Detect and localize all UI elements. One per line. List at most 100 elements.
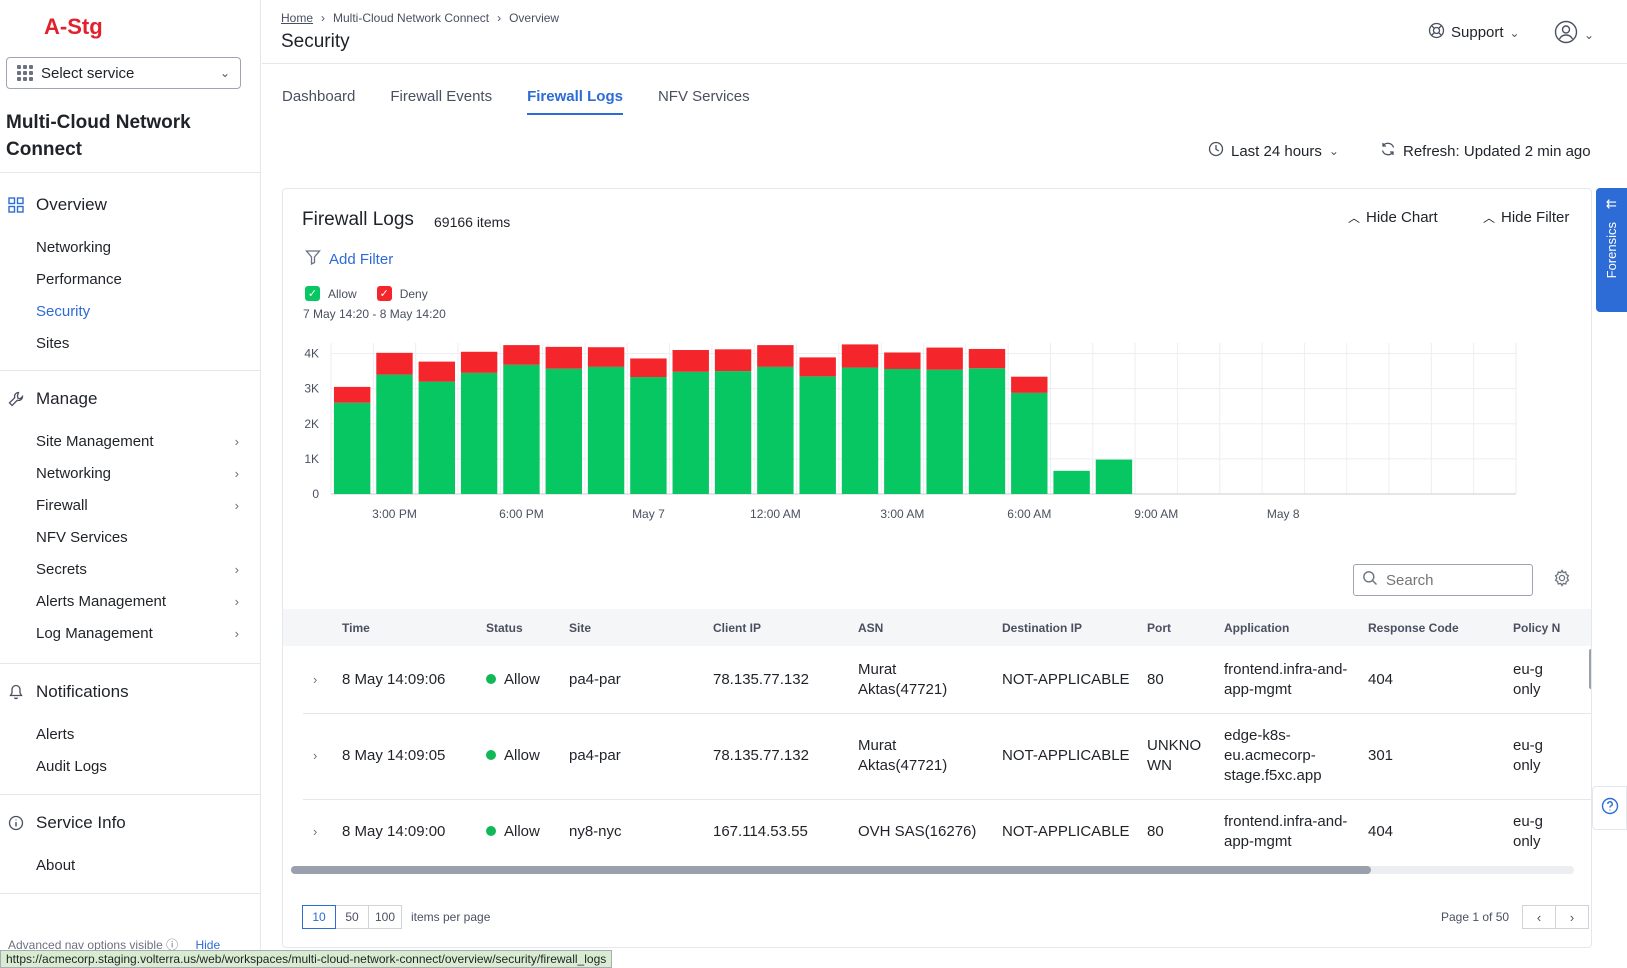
refresh-icon [1380,141,1396,161]
cell-port: UNKNO WN [1147,736,1201,776]
nav-group-notifications-head[interactable]: Notifications [0,680,261,704]
page-nav: ‹ › [1522,905,1589,929]
y-tick-label: 4K [304,347,319,361]
nav-group-service-info-head[interactable]: Service Info [0,811,261,835]
nav-group-label: Overview [36,195,107,214]
sidebar-item-site-management[interactable]: Site Management › [0,425,261,457]
cell-application: edge-k8s-eu.acmecorp-stage.f5xc.app [1224,726,1322,786]
next-page-button[interactable]: › [1555,905,1589,929]
column-header-client-ip[interactable]: Client IP [713,621,762,635]
sidebar-item-alerts-management[interactable]: Alerts Management › [0,585,261,617]
vertical-scrollbar[interactable] [1589,649,1591,689]
expand-row-icon[interactable]: › [313,824,318,839]
hide-chart-button[interactable]: ︿ Hide Chart [1348,209,1438,226]
horizontal-scrollbar[interactable] [291,866,1574,874]
legend-deny[interactable]: ✓ Deny [376,286,428,301]
sidebar-item-about[interactable]: About [0,849,261,881]
select-service-dropdown[interactable]: Select service ⌄ [6,57,241,89]
table-row[interactable]: › 8 May 14:09:06 Allow pa4-par 78.135.77… [303,646,1591,714]
column-header-policy[interactable]: Policy N [1513,621,1561,635]
refresh-button[interactable]: Refresh: Updated 2 min ago [1380,141,1591,161]
cell-status: Allow [486,670,540,690]
x-tick-label: 6:00 PM [499,507,544,521]
sidebar-item-networking[interactable]: Networking [0,231,261,263]
chevron-right-icon: › [234,465,239,481]
y-tick-label: 2K [304,417,319,431]
column-header-time[interactable]: Time [342,621,370,635]
expand-row-icon[interactable]: › [313,672,318,687]
hide-filter-button[interactable]: ︿ Hide Filter [1483,209,1569,226]
tab-bar: Dashboard Firewall Events Firewall Logs … [282,84,785,115]
cell-line: UNKNO [1147,737,1202,754]
bar-allow [884,368,921,494]
tab-firewall-logs[interactable]: Firewall Logs [527,84,623,115]
sidebar-item-alerts[interactable]: Alerts [0,718,261,750]
info-icon: ⓘ [166,938,179,952]
x-tick-label: 12:00 AM [750,507,801,521]
expand-row-icon[interactable]: › [313,748,318,763]
tab-dashboard[interactable]: Dashboard [282,88,356,105]
column-header-site[interactable]: Site [569,621,592,635]
sidebar-item-label: Security [36,302,91,320]
cell-line: only [1513,833,1541,850]
add-filter-button[interactable]: Add Filter [305,249,393,269]
lifebuoy-icon [1428,22,1445,43]
sidebar-item-sites[interactable]: Sites [0,327,261,359]
bar-deny [799,357,836,377]
cell-line: stage.f5xc.app [1224,767,1322,784]
column-header-port[interactable]: Port [1147,621,1171,635]
search-input[interactable] [1386,571,1516,589]
bar-deny [714,349,752,372]
sidebar: A-Stg Select service ⌄ Multi-Cloud Netwo… [0,0,261,968]
column-header-asn[interactable]: ASN [858,621,884,635]
column-header-application[interactable]: Application [1224,621,1290,635]
page-header: Home › Multi-Cloud Network Connect › Ove… [262,0,1627,64]
scrollbar-thumb[interactable] [291,866,1371,874]
prev-page-button[interactable]: ‹ [1522,905,1556,929]
sidebar-item-manage-networking[interactable]: Networking › [0,457,261,489]
sidebar-item-log-management[interactable]: Log Management › [0,617,261,649]
legend-allow[interactable]: ✓ Allow [305,286,357,301]
sidebar-item-secrets[interactable]: Secrets › [0,553,261,585]
forensics-panel-toggle[interactable]: ⇇ Forensics [1596,188,1627,312]
column-header-response-code[interactable]: Response Code [1368,621,1459,635]
sidebar-item-nfv-services[interactable]: NFV Services [0,521,261,553]
help-button[interactable] [1592,786,1627,830]
cell-policy: eu-g only [1513,660,1543,700]
page-size-selector: 10 50 100 [302,905,402,929]
breadcrumb-workspace[interactable]: Multi-Cloud Network Connect [333,11,490,25]
bar-allow [630,377,667,494]
page-size-100[interactable]: 100 [368,905,402,929]
firewall-logs-card: Firewall Logs 69166 items ︿ Hide Chart ︿… [282,188,1592,948]
page-indicator: Page 1 of 50 [1441,910,1510,924]
table-row[interactable]: › 8 May 14:09:00 Allow ny8-nyc 167.114.5… [303,800,1591,866]
support-menu[interactable]: Support ⌄ [1428,22,1520,43]
sidebar-item-firewall[interactable]: Firewall › [0,489,261,521]
search-box[interactable] [1353,564,1533,596]
sidebar-item-performance[interactable]: Performance [0,263,261,295]
page-size-50[interactable]: 50 [335,905,369,929]
tab-firewall-events[interactable]: Firewall Events [390,88,493,105]
cell-client-ip: 78.135.77.132 [713,671,809,688]
user-menu[interactable]: ⌄ [1554,20,1594,49]
bar-deny [841,344,879,368]
nav-group-manage-head[interactable]: Manage [0,387,261,411]
bar-allow [672,371,709,494]
tab-nfv-services[interactable]: NFV Services [657,88,750,105]
sidebar-item-label: NFV Services [36,528,128,546]
sidebar-item-audit-logs[interactable]: Audit Logs [0,750,261,782]
column-header-destination-ip[interactable]: Destination IP [1002,621,1083,635]
hide-advanced-link[interactable]: Hide [195,938,221,952]
brand-logo[interactable]: A-Stg [44,14,103,39]
nav-group-overview-head[interactable]: Overview [0,193,261,217]
hide-chart-label: Hide Chart [1366,209,1438,226]
page-size-10[interactable]: 10 [302,905,336,929]
status-bar-url: https://acmecorp.staging.volterra.us/web… [0,950,613,968]
table-row[interactable]: › 8 May 14:09:05 Allow pa4-par 78.135.77… [303,714,1591,800]
cell-client-ip: 78.135.77.132 [713,747,809,764]
table-settings-button[interactable] [1553,569,1571,592]
column-header-status[interactable]: Status [486,621,523,635]
breadcrumb-home-link[interactable]: Home [281,11,314,25]
time-range-picker[interactable]: Last 24 hours ⌄ [1208,141,1339,161]
sidebar-item-security[interactable]: Security [0,295,261,327]
